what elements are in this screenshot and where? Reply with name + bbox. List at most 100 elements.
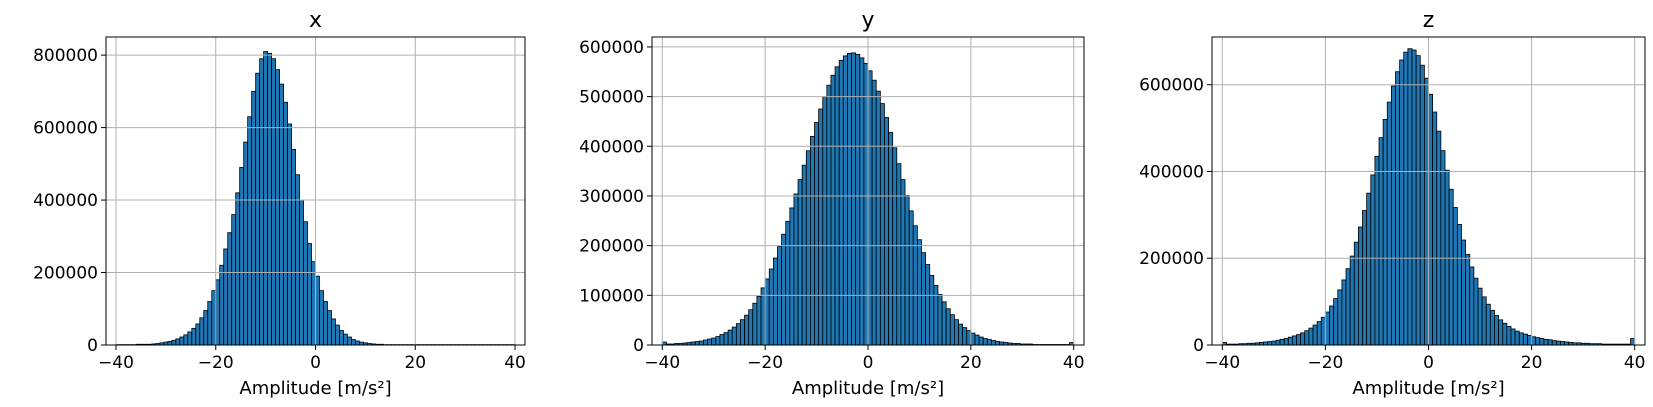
histogram-bar: [239, 167, 245, 346]
histogram-bar: [1514, 330, 1520, 346]
histogram-bar: [752, 302, 758, 346]
histogram-bar: [1498, 319, 1504, 346]
histogram-bar: [1510, 328, 1516, 346]
y-tick-label: 300000: [579, 187, 644, 207]
histogram-bar: [1423, 77, 1429, 346]
histogram-bar: [954, 319, 959, 346]
histogram-bar: [1469, 266, 1475, 346]
x-tick-label: −40: [1204, 353, 1240, 373]
histogram-bar: [1555, 340, 1561, 346]
histogram-bar: [1399, 59, 1405, 346]
histogram-bar: [195, 323, 201, 346]
grid: [652, 37, 1084, 346]
histogram-bar: [822, 96, 828, 346]
histogram-bar: [287, 123, 292, 346]
histogram-bar: [1287, 336, 1293, 346]
histogram-bar: [247, 116, 253, 346]
histogram-bar: [1531, 336, 1537, 346]
histogram-bar: [810, 135, 815, 346]
histogram-bar: [335, 324, 340, 346]
histogram-bar: [727, 329, 733, 346]
histogram-bar: [351, 339, 356, 346]
histogram-bar: [1283, 338, 1289, 346]
histogram-bar: [1325, 311, 1330, 346]
histogram-bar: [863, 62, 869, 346]
histogram-bar: [267, 52, 273, 346]
y-tick-label: 600000: [33, 119, 98, 139]
histogram-bar: [1448, 188, 1454, 346]
histogram-bar: [315, 275, 320, 346]
histogram-bar: [1535, 337, 1541, 346]
histogram-bar: [707, 338, 713, 346]
histogram-bar: [867, 70, 873, 346]
histogram-bar: [719, 334, 725, 346]
histogram-bar: [764, 278, 770, 346]
histogram-bar: [1506, 325, 1512, 346]
histogram-bar: [793, 193, 799, 346]
histogram-bar: [1279, 338, 1285, 346]
y-tick-label: 100000: [579, 286, 644, 306]
histogram-bar: [1292, 335, 1297, 346]
histogram-bar: [1428, 93, 1434, 346]
histogram-bar: [772, 257, 778, 346]
histogram-bar: [251, 90, 257, 346]
y-tick-label: 200000: [1139, 249, 1204, 269]
histogram-bar: [167, 340, 173, 346]
histogram-bar: [1374, 155, 1380, 346]
histogram-bar: [1452, 207, 1458, 346]
histogram-bar: [929, 275, 935, 346]
histogram-bar: [908, 210, 914, 346]
histogram-bar: [1378, 137, 1384, 346]
histogram-bar: [731, 326, 737, 346]
histogram-bar: [723, 332, 729, 346]
histogram-bar: [1415, 55, 1421, 346]
histogram-bar: [694, 341, 700, 346]
histogram-bar: [904, 195, 910, 346]
histogram-bar: [949, 314, 955, 346]
y-tick-label: 200000: [33, 264, 98, 284]
histogram-bar: [912, 225, 918, 346]
histogram-bar: [1382, 119, 1388, 346]
histogram-bar: [1353, 241, 1359, 346]
histogram-bar: [789, 207, 795, 346]
y-tick-label: 400000: [1139, 162, 1204, 182]
histogram-bar: [355, 340, 360, 346]
histogram-bar: [715, 336, 721, 346]
histogram-bar: [814, 122, 820, 346]
panel-z: −40 −20 0 20 40 0 200000 400000 600000 z Amplitude…: [1139, 8, 1645, 399]
x-tick-label: −20: [198, 353, 234, 373]
histogram-bar: [231, 214, 237, 346]
histogram-bar: [1349, 255, 1355, 346]
histogram-bar: [207, 301, 213, 346]
histogram-bar: [283, 101, 288, 346]
histogram-bar: [855, 53, 861, 346]
histogram-bar: [698, 340, 704, 346]
histogram-bar: [958, 323, 964, 346]
y-tick-label: 400000: [579, 137, 644, 157]
histogram-bar: [211, 290, 217, 346]
histogram-bar: [347, 336, 352, 346]
y-tick-label: 600000: [1139, 76, 1204, 96]
x-tick-label: −40: [644, 353, 680, 373]
histogram-bar: [171, 339, 177, 346]
histogram-bar: [974, 334, 980, 346]
histogram-bar: [966, 330, 972, 346]
histogram-bar: [291, 148, 296, 346]
histogram-bar: [1267, 341, 1273, 346]
histogram-bar: [735, 323, 741, 346]
histogram-bar: [962, 327, 968, 346]
x-tick-label: −40: [98, 353, 134, 373]
histogram-bar: [343, 333, 348, 346]
histogram-bar: [223, 248, 229, 346]
histogram-bar: [179, 336, 185, 346]
x-axis-label: Amplitude [m/s²]: [239, 378, 391, 399]
histogram-bar: [1547, 339, 1553, 346]
histogram-bar: [259, 58, 265, 346]
x-tick-label: 40: [504, 353, 526, 373]
histogram-bar: [1411, 49, 1417, 346]
histogram-bar: [1432, 111, 1438, 346]
histogram-bar: [740, 319, 745, 346]
histogram-bar: [744, 314, 750, 346]
histogram-bar: [227, 232, 233, 346]
histogram-bar: [859, 57, 865, 346]
